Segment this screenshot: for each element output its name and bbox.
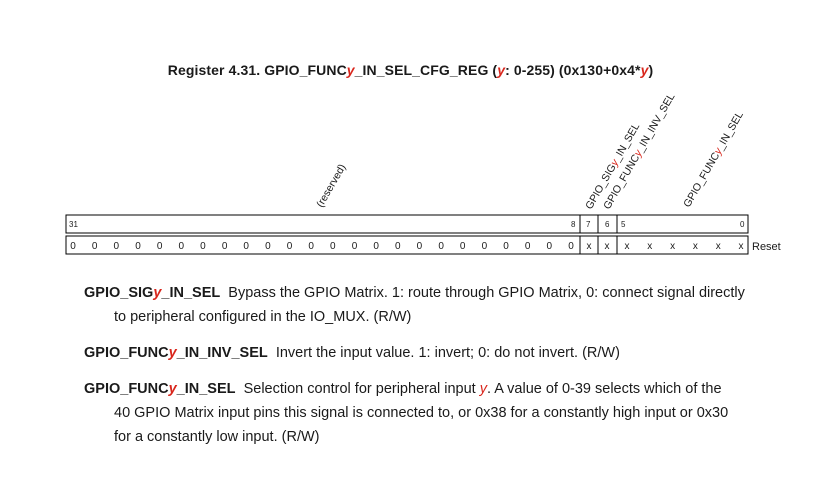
field-desc-var: y xyxy=(479,381,487,397)
reset-bit-6: x xyxy=(605,241,610,252)
field-desc-line: for a constantly low input. (R/W) xyxy=(114,429,320,445)
field-desc-line: Selection control for peripheral input xyxy=(243,381,480,397)
bit-7: 7 xyxy=(586,220,591,229)
reset-bit-reserved: 0 xyxy=(438,241,444,252)
reset-bit-reserved: 0 xyxy=(460,241,466,252)
reset-bit-reserved: 0 xyxy=(482,241,488,252)
reset-bit-reserved: 0 xyxy=(330,241,336,252)
bit-5: 5 xyxy=(621,220,626,229)
reset-bit-reserved: 0 xyxy=(503,241,509,252)
reserved-label: (reserved) xyxy=(314,162,348,209)
reset-bit-reserved: 0 xyxy=(135,241,141,252)
reset-bit-func-sel: x xyxy=(739,241,744,252)
reset-bit-func-sel: x xyxy=(693,241,698,252)
title-prefix: Register 4.31. GPIO_FUNC xyxy=(167,62,347,78)
reset-bit-reserved: 0 xyxy=(308,241,314,252)
title-mid: _IN_SEL_CFG_REG ( xyxy=(354,62,498,78)
reset-bit-func-sel: x xyxy=(716,241,721,252)
field-desc-line: Invert the input value. 1: invert; 0: do… xyxy=(275,345,620,361)
reset-bit-reserved: 0 xyxy=(352,241,358,252)
reset-bit-reserved: 0 xyxy=(200,241,206,252)
reset-bit-func-sel: x xyxy=(625,241,630,252)
field-desc-line: . A value of 0-39 selects which of the xyxy=(487,381,722,397)
reset-bit-reserved: 0 xyxy=(92,241,98,252)
func-in-inv-sel-label: GPIO_FUNCy_IN_INV_SEL xyxy=(601,91,677,211)
title-offset-var: y xyxy=(640,62,649,78)
title-range: : 0-255) (0x130+0x4* xyxy=(505,62,641,78)
field-desc-line: 40 GPIO Matrix input pins this signal is… xyxy=(114,405,729,421)
reset-bit-func-sel: x xyxy=(647,241,652,252)
title-range-var: y xyxy=(497,62,506,78)
reset-value-row xyxy=(65,235,749,255)
title-suffix: ) xyxy=(648,62,654,78)
reset-bit-reserved: 0 xyxy=(114,241,120,252)
bit-31: 31 xyxy=(69,220,78,229)
reset-bit-reserved: 0 xyxy=(568,241,574,252)
field-name: GPIO_FUNCy_IN_SEL xyxy=(84,381,236,397)
field-desc-sig-in-sel: GPIO_SIGy_IN_SEL Bypass the GPIO Matrix.… xyxy=(84,281,784,329)
field-desc-func-in-inv-sel: GPIO_FUNCy_IN_INV_SEL Invert the input v… xyxy=(84,341,784,365)
field-desc-line: Bypass the GPIO Matrix. 1: route through… xyxy=(228,285,745,301)
reset-bit-reserved: 0 xyxy=(287,241,293,252)
reset-bit-reserved: 0 xyxy=(265,241,271,252)
bit-6: 6 xyxy=(605,220,610,229)
reset-bit-reserved: 0 xyxy=(395,241,401,252)
title-index-var: y xyxy=(346,62,355,78)
reset-bit-reserved: 0 xyxy=(243,241,249,252)
register-title: Register 4.31. GPIO_FUNCy_IN_SEL_CFG_REG… xyxy=(0,62,821,78)
reset-bit-reserved: 0 xyxy=(179,241,185,252)
reset-bit-reserved: 0 xyxy=(525,241,531,252)
field-desc-func-in-sel: GPIO_FUNCy_IN_SEL Selection control for … xyxy=(84,377,784,449)
reset-bit-reserved: 0 xyxy=(547,241,553,252)
bit-0: 0 xyxy=(740,220,745,229)
reset-label: Reset xyxy=(752,241,781,253)
reset-bit-reserved: 0 xyxy=(222,241,228,252)
reset-bit-reserved: 0 xyxy=(157,241,163,252)
func-in-sel-label: GPIO_FUNCy_IN_SEL xyxy=(681,109,746,209)
field-name: GPIO_FUNCy_IN_INV_SEL xyxy=(84,345,268,361)
field-desc-line: to peripheral configured in the IO_MUX. … xyxy=(114,309,412,325)
bit-8: 8 xyxy=(571,220,576,229)
reset-bit-reserved: 0 xyxy=(70,241,76,252)
reset-bit-7: x xyxy=(587,241,592,252)
reset-bit-func-sel: x xyxy=(670,241,675,252)
field-name: GPIO_SIGy_IN_SEL xyxy=(84,285,221,301)
bit-number-row xyxy=(65,214,749,234)
reset-bit-reserved: 0 xyxy=(373,241,379,252)
reset-bit-reserved: 0 xyxy=(417,241,423,252)
